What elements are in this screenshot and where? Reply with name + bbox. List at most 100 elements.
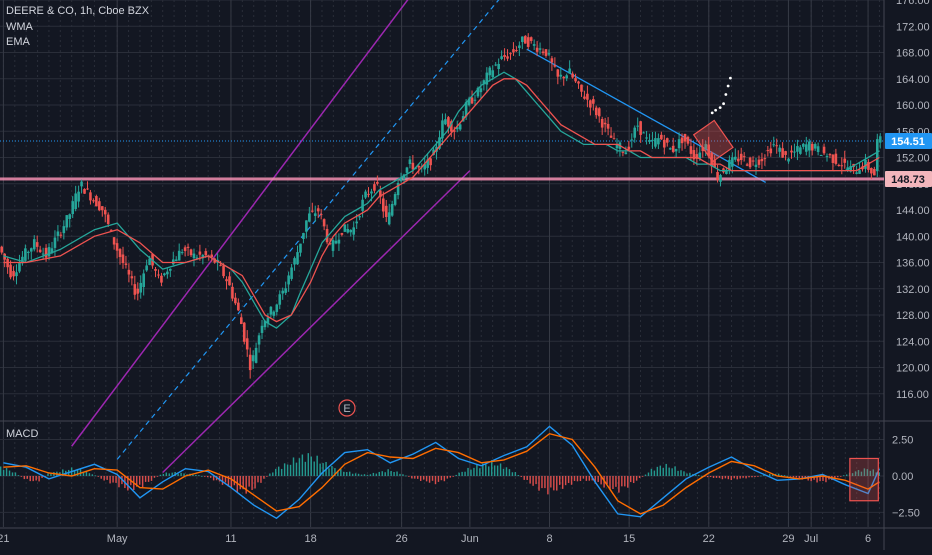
candle-body [284, 288, 287, 293]
candle-body [592, 99, 595, 104]
macd-histogram-bar [387, 469, 389, 476]
candle-body [100, 206, 104, 211]
macd-histogram-bar [511, 472, 514, 476]
macd-histogram-bar [715, 475, 718, 478]
macd-pane[interactable] [0, 425, 881, 520]
candle-body [594, 107, 598, 116]
macd-histogram-bar [739, 475, 741, 479]
candle-body [145, 265, 148, 271]
candle-body [731, 157, 734, 167]
macd-histogram-bar [334, 468, 336, 476]
macd-histogram-bar [171, 472, 173, 476]
macd-histogram-bar [23, 475, 26, 480]
wma-legend[interactable]: WMA [6, 21, 33, 33]
macd-histogram-bar [221, 475, 224, 485]
macd-histogram-bar [576, 475, 579, 482]
price-tick-label: 152.00 [896, 153, 930, 165]
candle-body [311, 210, 314, 212]
macd-histogram-bar [360, 474, 363, 476]
candle-body [654, 138, 657, 147]
price-tick-label: 172.00 [896, 21, 930, 33]
price-pane[interactable]: E [0, 0, 884, 474]
candle-body [509, 53, 512, 55]
symbol-title[interactable]: DEERE & CO, 1h, Cboe BZX [6, 5, 150, 17]
candle-body [606, 123, 610, 129]
level-price-label: 148.73 [891, 174, 925, 186]
macd-histogram-bar [579, 475, 582, 482]
candle-body [518, 45, 521, 49]
date-tick-label: 6 [865, 533, 871, 545]
candle-body [544, 49, 548, 56]
price-tick-label: 144.00 [896, 205, 930, 217]
macd-histogram-bar [41, 475, 43, 478]
macd-histogram-bar [455, 474, 457, 476]
candle-body [556, 69, 560, 77]
candle-body [15, 272, 18, 277]
macd-legend[interactable]: MACD [6, 428, 39, 440]
candle-body [98, 201, 101, 211]
candle-body [822, 146, 826, 154]
macd-histogram-bar [709, 475, 712, 478]
macd-histogram-bar [50, 473, 52, 476]
candle-body [816, 146, 820, 153]
macd-histogram-bar [659, 465, 662, 476]
last-price-badge [885, 133, 932, 150]
macd-histogram-bar [301, 454, 304, 476]
macd-histogram-bar [310, 456, 312, 476]
candle-body [452, 130, 456, 132]
date-tick-label: 15 [623, 533, 635, 545]
macd-histogram-bar [777, 473, 780, 476]
candle-body [180, 252, 184, 254]
macd-histogram-bar [561, 475, 564, 489]
macd-histogram-bar [724, 475, 727, 479]
candle-body [568, 68, 571, 74]
macd-histogram-bar [718, 475, 721, 478]
candle-body [240, 317, 243, 325]
ema-legend[interactable]: EMA [6, 36, 30, 48]
candle-body [133, 284, 137, 295]
candle-body [438, 137, 441, 149]
macd-histogram-bar [375, 473, 378, 476]
candle-body [219, 264, 222, 266]
price-tick-label: 120.00 [896, 363, 930, 375]
candle-body [302, 233, 305, 240]
date-tick-label: 26 [395, 533, 407, 545]
candle-body [781, 148, 784, 158]
candle-body [707, 144, 710, 157]
candle-body [444, 119, 447, 125]
macd-histogram-bar [786, 475, 789, 477]
macd-histogram-bar [363, 474, 366, 476]
candle-body [379, 190, 382, 197]
candle-body [251, 355, 255, 362]
candle-body [130, 276, 134, 279]
macd-histogram-bar [706, 475, 709, 478]
macd-histogram-bar [721, 475, 724, 480]
candle-body [802, 143, 805, 147]
candle-body [864, 159, 867, 169]
candle-body [177, 250, 181, 261]
macd-histogram-bar [769, 473, 771, 476]
candle-body [875, 139, 879, 172]
candle-body [692, 150, 696, 160]
macd-histogram-bar [795, 475, 798, 478]
last-price-label: 154.51 [891, 136, 925, 148]
macd-histogram-bar [390, 470, 392, 476]
candle-body [645, 137, 648, 139]
candle-body [491, 70, 495, 78]
macd-histogram-bar [20, 475, 23, 477]
candle-body [441, 120, 444, 139]
date-tick-label: Jun [461, 533, 479, 545]
macd-histogram-bar [789, 475, 792, 477]
candle-body [571, 73, 574, 78]
candle-body [47, 247, 51, 257]
channel-mid-line [116, 0, 500, 460]
macd-histogram-bar [783, 475, 786, 476]
macd-histogram-bar [570, 475, 573, 485]
macd-histogram-bar [689, 472, 691, 476]
candle-body [597, 108, 601, 117]
macd-histogram-bar [209, 475, 212, 478]
price-tick-label: 164.00 [896, 74, 930, 86]
macd-tick-label: −2.50 [892, 507, 920, 519]
